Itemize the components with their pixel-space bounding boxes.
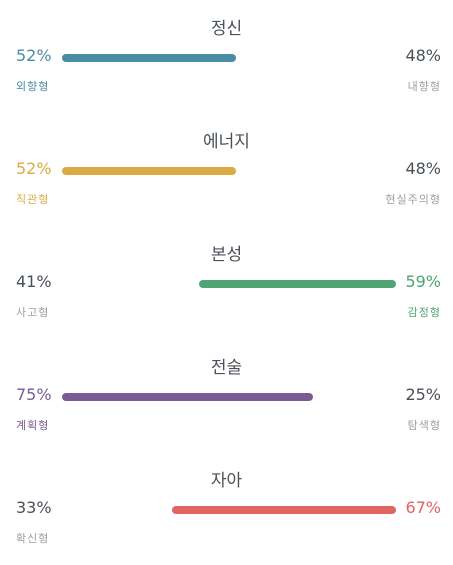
left-percentage: 75% xyxy=(16,385,52,404)
trait-title: 자아 xyxy=(210,471,243,491)
right-percentage: 48% xyxy=(405,159,441,178)
right-type-label: 현실주의형 xyxy=(385,193,441,206)
left-type-label: 외향형 xyxy=(16,80,50,93)
right-percentage: 59% xyxy=(405,272,441,291)
trait-title: 정신 xyxy=(210,19,243,39)
trait-energy: 에너지 52% 48% 직관형 현실주의형 xyxy=(0,113,453,226)
left-percentage: 52% xyxy=(16,159,52,178)
trait-bar xyxy=(62,167,396,175)
trait-bar-fill xyxy=(62,167,236,175)
trait-bar xyxy=(62,54,396,62)
right-type-label: 내향형 xyxy=(407,80,441,93)
trait-title: 본성 xyxy=(210,245,243,265)
trait-bar-fill xyxy=(199,280,396,288)
left-type-label: 계획형 xyxy=(16,419,50,432)
trait-tactics: 전술 75% 25% 계획형 탐색형 xyxy=(0,339,453,452)
right-percentage: 25% xyxy=(405,385,441,404)
left-type-label: 사고형 xyxy=(16,306,50,319)
trait-bar xyxy=(62,393,396,401)
trait-identity: 자아 33% 67% 확신형 xyxy=(0,452,453,565)
trait-nature: 본성 41% 59% 사고형 감정형 xyxy=(0,226,453,339)
right-percentage: 67% xyxy=(405,498,441,517)
right-percentage: 48% xyxy=(405,46,441,65)
trait-bar xyxy=(62,280,396,288)
left-type-label: 직관형 xyxy=(16,193,50,206)
trait-bar-fill xyxy=(62,54,236,62)
left-type-label: 확신형 xyxy=(16,532,50,545)
trait-bar-fill xyxy=(172,506,396,514)
right-type-label: 감정형 xyxy=(407,306,441,319)
left-percentage: 52% xyxy=(16,46,52,65)
left-percentage: 33% xyxy=(16,498,52,517)
trait-title: 에너지 xyxy=(203,132,250,152)
trait-mind: 정신 52% 48% 외향형 내향형 xyxy=(0,0,453,113)
left-percentage: 41% xyxy=(16,272,52,291)
trait-title: 전술 xyxy=(210,358,243,378)
trait-bar-fill xyxy=(62,393,313,401)
right-type-label: 탐색형 xyxy=(407,419,441,432)
trait-bar xyxy=(62,506,396,514)
